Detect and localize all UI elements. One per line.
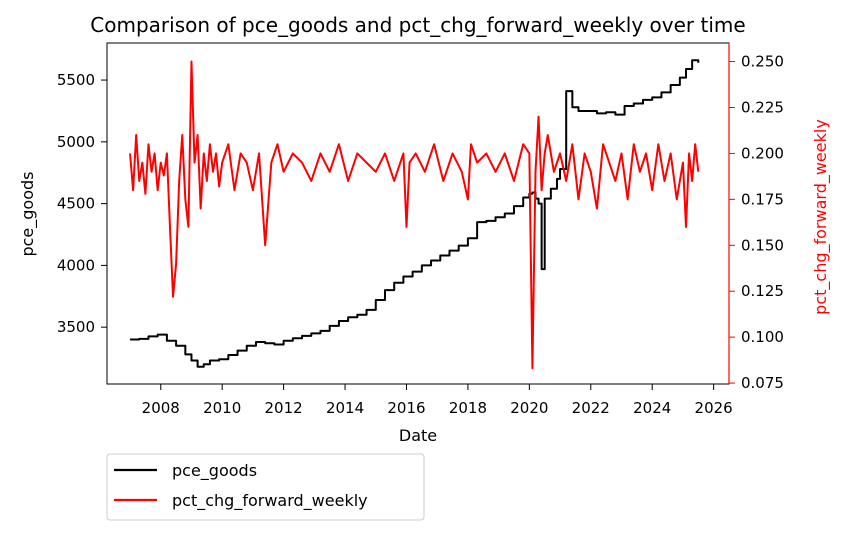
- x-tick-label: 2012: [265, 399, 303, 417]
- y-right-tick-label: 0.250: [741, 53, 784, 71]
- y-left-tick-label: 4000: [57, 256, 95, 274]
- x-tick-label: 2014: [326, 399, 364, 417]
- y-left-tick-label: 4500: [57, 195, 95, 213]
- y-axis-left-label: pce_goods: [18, 171, 38, 256]
- y-right-tick-label: 0.200: [741, 144, 784, 162]
- x-tick-label: 2020: [510, 399, 548, 417]
- plot-content: [129, 59, 700, 370]
- chart-title: Comparison of pce_goods and pct_chg_forw…: [90, 13, 745, 37]
- y-right-tick-label: 0.150: [741, 236, 784, 254]
- plot-frame: [106, 42, 730, 385]
- x-axis-label: Date: [399, 426, 437, 445]
- legend-box: [106, 453, 425, 521]
- x-tick-label: 2010: [203, 399, 241, 417]
- y-right-tick-label: 0.100: [741, 328, 784, 346]
- y-axis-right: 0.075 0.100 0.125 0.150 0.175 0.200 0.225 0.250: [728, 43, 784, 392]
- series-line-pce-goods: [130, 59, 700, 368]
- y-axis-right-label: pct_chg_forward_weekly: [811, 119, 831, 315]
- x-tick-label: 2018: [449, 399, 487, 417]
- x-tick-label: 2022: [572, 399, 610, 417]
- series-line-pct-chg-forward-weekly: [129, 60, 700, 370]
- x-axis: 2008 2010 2012 2014 2016 2018 2020 2022 2024 2026: [142, 384, 733, 417]
- y-left-tick-label: 3500: [57, 318, 95, 336]
- y-left-tick-label: 5500: [57, 71, 95, 89]
- y-axis-left: 3500 4000 4500 5000 5500: [57, 71, 107, 336]
- x-tick-label: 2024: [633, 399, 671, 417]
- y-right-tick-label: 0.175: [741, 190, 784, 208]
- y-right-tick-label: 0.075: [741, 374, 784, 392]
- x-tick-label: 2016: [387, 399, 425, 417]
- y-right-tick-label: 0.125: [741, 282, 784, 300]
- legend-label-pct-chg-forward-weekly: pct_chg_forward_weekly: [172, 491, 368, 511]
- legend: pce_goods pct_chg_forward_weekly: [106, 453, 425, 521]
- x-tick-label: 2026: [695, 399, 733, 417]
- legend-label-pce-goods: pce_goods: [172, 461, 257, 481]
- y-right-tick-label: 0.225: [741, 98, 784, 116]
- y-left-tick-label: 5000: [57, 133, 95, 151]
- x-tick-label: 2008: [142, 399, 180, 417]
